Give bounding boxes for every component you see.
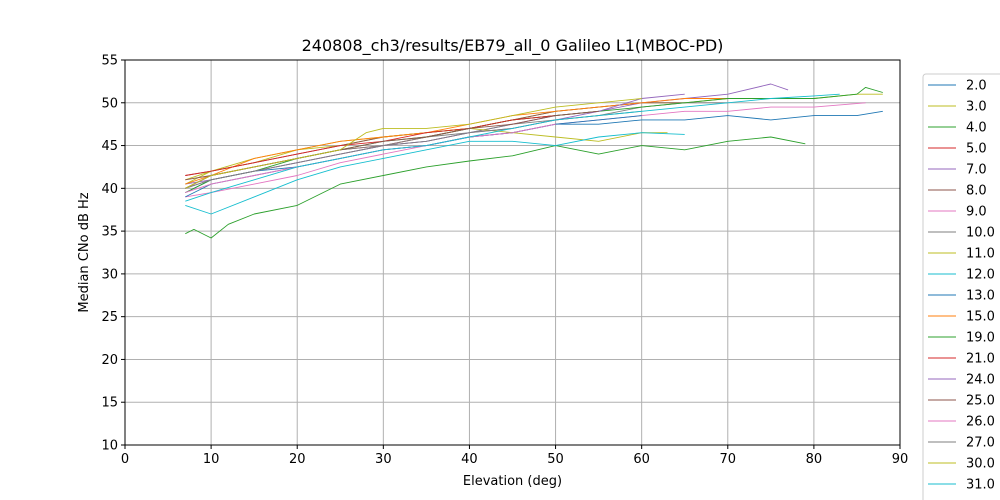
legend-label-12.0: 12.0 [966, 268, 995, 283]
x-tick-label: 80 [806, 452, 823, 467]
legend-label-13.0: 13.0 [966, 289, 995, 304]
x-tick-label: 40 [461, 452, 478, 467]
x-tick-label: 20 [289, 452, 306, 467]
y-tick-label: 45 [101, 139, 118, 154]
y-tick-label: 15 [101, 396, 118, 411]
x-tick-label: 50 [547, 452, 564, 467]
x-tick-label: 0 [121, 452, 129, 467]
series-line-30.0 [185, 98, 642, 189]
y-tick-label: 55 [101, 54, 118, 69]
x-tick-label: 90 [892, 452, 909, 467]
legend-label-11.0: 11.0 [966, 247, 995, 262]
plot-lines [185, 83, 883, 239]
x-axis-label: Elevation (deg) [463, 474, 562, 489]
legend-label-4.0: 4.0 [966, 121, 987, 136]
x-tick-label: 60 [633, 452, 650, 467]
legend-label-8.0: 8.0 [966, 184, 987, 199]
series-line-21.0 [185, 115, 556, 176]
series-line-12.0 [185, 132, 685, 215]
legend-label-24.0: 24.0 [966, 373, 995, 388]
plot-frame [124, 59, 901, 446]
y-tick-label: 20 [101, 353, 118, 368]
y-tick-label: 10 [101, 439, 118, 454]
legend-label-5.0: 5.0 [966, 142, 987, 157]
legend-label-19.0: 19.0 [966, 331, 995, 346]
legend-label-7.0: 7.0 [966, 163, 987, 178]
x-tick-label: 30 [375, 452, 392, 467]
legend-frame [922, 73, 1000, 500]
y-tick-label: 30 [101, 267, 118, 282]
legend: 2.0 3.0 4.0 5.0 7.0 8.0 9.0 10.0 11.0 12.0 13.0 15.… [922, 73, 1000, 500]
x-tick-label: 10 [203, 452, 220, 467]
legend-label-15.0: 15.0 [966, 310, 995, 325]
legend-label-10.0: 10.0 [966, 226, 995, 241]
legend-label-25.0: 25.0 [966, 394, 995, 409]
x-tick-label: 70 [720, 452, 737, 467]
y-tick-label: 35 [101, 225, 118, 240]
legend-label-26.0: 26.0 [966, 415, 995, 430]
legend-label-30.0: 30.0 [966, 457, 995, 472]
y-axis-label: Median CNo dB Hz [77, 192, 92, 312]
legend-label-3.0: 3.0 [966, 100, 987, 115]
legend-label-21.0: 21.0 [966, 352, 995, 367]
series-line-4.0 [185, 136, 806, 239]
y-tick-label: 40 [101, 182, 118, 197]
y-tick-label: 50 [101, 96, 118, 111]
legend-label-9.0: 9.0 [966, 205, 987, 220]
chart-title: 240808_ch3/results/EB79_all_0 Galileo L1… [302, 36, 724, 56]
legend-label-2.0: 2.0 [966, 79, 987, 94]
series-line-31.0 [185, 93, 840, 202]
y-tick-label: 25 [101, 310, 118, 325]
legend-label-27.0: 27.0 [966, 436, 995, 451]
legend-label-31.0: 31.0 [966, 478, 995, 493]
